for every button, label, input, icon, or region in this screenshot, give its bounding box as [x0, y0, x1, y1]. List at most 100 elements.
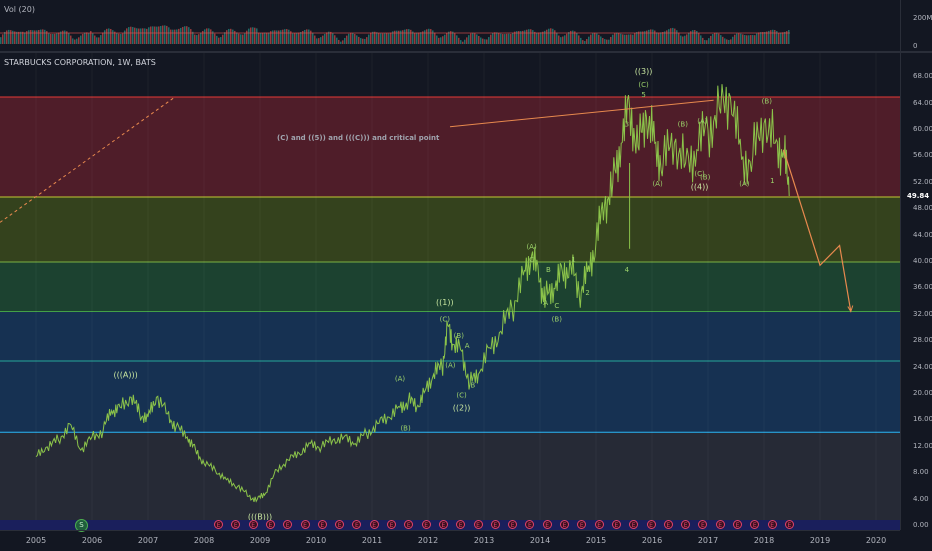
volume-bar: [166, 25, 168, 44]
volume-bar: [542, 31, 544, 44]
volume-bar: [258, 32, 260, 44]
volume-bar: [292, 33, 294, 44]
volume-bar: [596, 33, 598, 44]
wave-label[interactable]: (C): [456, 391, 467, 399]
wave-label[interactable]: B: [470, 381, 475, 389]
dividend-event-marker[interactable]: E: [283, 520, 293, 529]
wave-label[interactable]: (B): [552, 315, 563, 323]
volume-bar: [458, 37, 460, 44]
wave-label[interactable]: (C): [694, 170, 705, 178]
wave-label[interactable]: (((B))): [248, 512, 272, 520]
volume-bar: [30, 30, 32, 44]
wave-label[interactable]: (B): [400, 424, 411, 432]
volume-bar: [306, 29, 308, 44]
wave-label[interactable]: (B): [678, 121, 689, 129]
volume-bar: [496, 32, 498, 44]
wave-label[interactable]: (A): [652, 180, 663, 188]
wave-label[interactable]: ((1)): [436, 298, 454, 307]
time-axis[interactable]: 2005 2006 2007 2008 2009 2010 2011 2012 2013 2014…: [0, 530, 900, 551]
wave-label[interactable]: 3: [625, 121, 629, 129]
dividend-event-marker[interactable]: E: [767, 520, 777, 529]
pane-separator[interactable]: [0, 51, 932, 53]
price-zone-band: [0, 97, 900, 198]
price-axis[interactable]: 68.00 64.00 60.00 56.00 52.00 48.00 44.00 40.00…: [900, 0, 932, 530]
volume-bar: [212, 31, 214, 44]
wave-label[interactable]: C: [554, 302, 559, 310]
dividend-event-marker[interactable]: E: [577, 520, 587, 529]
wave-label[interactable]: (B): [454, 332, 465, 340]
wave-label[interactable]: (A): [395, 375, 406, 383]
volume-bar: [456, 35, 458, 44]
dividend-event-marker[interactable]: E: [750, 520, 760, 529]
volume-bar: [434, 32, 436, 44]
wave-label[interactable]: 1: [571, 256, 575, 264]
dividend-event-marker[interactable]: E: [784, 520, 794, 529]
wave-label[interactable]: B: [546, 266, 551, 274]
wave-label[interactable]: 2: [585, 289, 589, 297]
dividend-event-marker[interactable]: E: [456, 520, 466, 529]
dividend-event-marker[interactable]: E: [542, 520, 552, 529]
price-chart-pane[interactable]: (C) and ((5)) and (((C))) and critical p…: [0, 53, 900, 520]
dividend-event-marker[interactable]: E: [421, 520, 431, 529]
dividend-event-marker[interactable]: E: [369, 520, 379, 529]
dividend-event-marker[interactable]: E: [335, 520, 345, 529]
wave-label[interactable]: (A): [445, 362, 456, 370]
dividend-event-marker[interactable]: E: [265, 520, 275, 529]
dividend-event-marker[interactable]: E: [231, 520, 241, 529]
wave-label[interactable]: (C): [638, 81, 649, 89]
wave-label[interactable]: (A): [697, 117, 708, 125]
dividend-event-marker[interactable]: E: [214, 520, 223, 529]
wave-label[interactable]: ((4)): [691, 182, 709, 191]
dividend-event-marker[interactable]: E: [663, 520, 673, 529]
dividend-event-marker[interactable]: E: [698, 520, 708, 529]
volume-bar: [348, 33, 350, 44]
dividend-event-marker[interactable]: E: [560, 520, 569, 529]
dividend-event-marker[interactable]: E: [300, 520, 310, 529]
wave-label[interactable]: ((2)): [453, 404, 471, 413]
projection-path[interactable]: [783, 149, 852, 312]
volume-bar: [694, 30, 696, 44]
dividend-event-marker[interactable]: E: [594, 520, 604, 529]
volume-bar: [270, 31, 272, 44]
dividend-event-marker[interactable]: E: [352, 520, 362, 529]
split-event-marker[interactable]: S: [75, 519, 88, 532]
wave-label[interactable]: A: [465, 342, 470, 350]
wave-label[interactable]: (B): [762, 98, 773, 106]
volume-bar: [130, 26, 132, 44]
time-axis-label: 2017: [697, 536, 719, 545]
dividend-event-marker[interactable]: E: [508, 520, 518, 529]
wave-label[interactable]: 5: [641, 91, 645, 99]
wave-label[interactable]: A: [543, 299, 548, 307]
volume-bar: [450, 31, 452, 44]
dividend-event-marker[interactable]: E: [646, 520, 656, 529]
annotation-arrow[interactable]: [449, 99, 714, 128]
wave-label[interactable]: (A): [739, 180, 750, 188]
dividend-event-marker[interactable]: E: [387, 520, 396, 529]
wave-label[interactable]: C: [529, 256, 534, 264]
volume-bar: [428, 28, 430, 44]
wave-label[interactable]: ((3)): [635, 67, 653, 76]
dividend-event-marker[interactable]: E: [611, 520, 621, 529]
volume-bar: [90, 31, 92, 44]
dividend-event-marker[interactable]: E: [733, 520, 742, 529]
wave-label[interactable]: (C): [440, 315, 451, 323]
price-series-line[interactable]: [35, 84, 790, 503]
dividend-event-marker[interactable]: E: [490, 520, 500, 529]
dividend-event-marker[interactable]: E: [629, 520, 639, 529]
volume-bar: [192, 31, 194, 44]
dividend-event-marker[interactable]: E: [438, 520, 448, 529]
dividend-event-marker[interactable]: E: [404, 520, 414, 529]
dividend-event-marker[interactable]: E: [715, 520, 725, 529]
dividend-event-marker[interactable]: E: [317, 520, 327, 529]
dividend-event-marker[interactable]: E: [248, 520, 258, 529]
wave-label[interactable]: 1: [770, 177, 774, 185]
wave-label[interactable]: (((A))): [113, 371, 137, 380]
dividend-event-marker[interactable]: E: [681, 520, 691, 529]
wave-label[interactable]: (B): [700, 174, 711, 182]
dividend-event-marker[interactable]: E: [525, 520, 535, 529]
wave-label[interactable]: 4: [625, 266, 630, 274]
projection-arrowhead: [847, 305, 854, 313]
dividend-event-marker[interactable]: E: [473, 520, 483, 529]
volume-bar: [20, 31, 22, 44]
wave-label[interactable]: (A): [526, 243, 537, 251]
